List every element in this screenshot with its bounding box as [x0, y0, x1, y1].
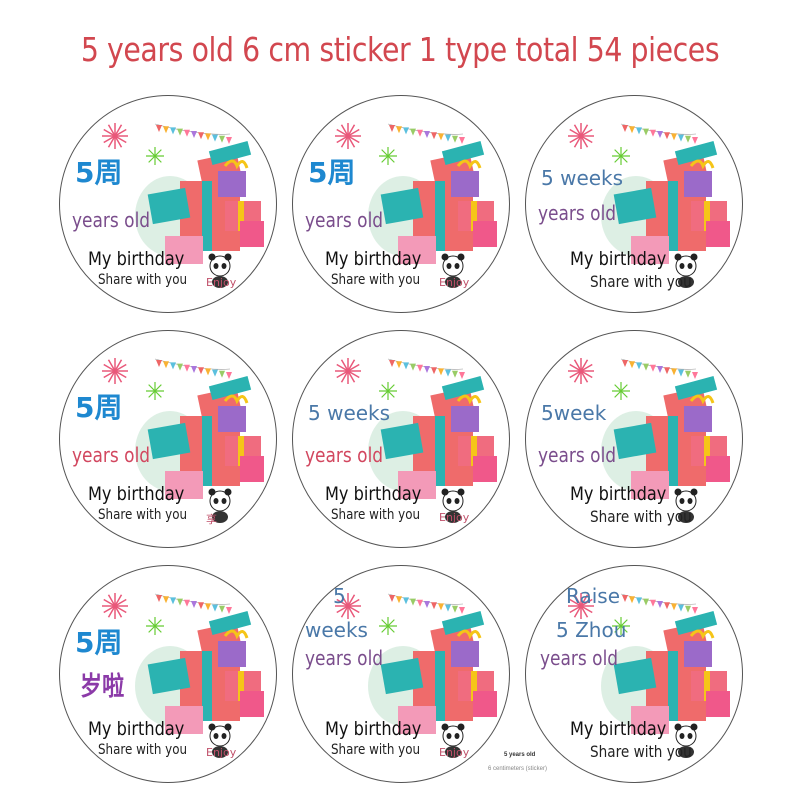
sticker-top-text: 5 weeks [541, 166, 624, 190]
sticker-share-text: Share with you [98, 272, 188, 288]
sticker-share-text: Share with you [590, 742, 692, 761]
sticker-birthday-text: My birthday [88, 483, 185, 505]
sticker-age-text: years old [72, 443, 151, 467]
party-illustration [568, 123, 730, 288]
sticker-top-text: 5周 [75, 391, 123, 424]
panda-icon [441, 723, 465, 758]
sticker-birthday-text: My birthday [88, 248, 185, 270]
sticker-age-text: years old [72, 208, 151, 232]
party-illustration [335, 358, 497, 523]
party-illustration [335, 593, 497, 758]
party-illustration [335, 123, 497, 288]
panda-icon [441, 253, 465, 288]
sticker-4: 5周 years old My birthday Share with you 享 [59, 330, 277, 548]
sticker-age-text: years old [305, 208, 384, 232]
sticker-birthday-text: My birthday [88, 718, 185, 740]
sticker-1: 5周 years old My birthday Share with you Enjo… [59, 95, 277, 313]
sticker-3: 5 weeks years old My birthday Share with yo… [525, 95, 743, 313]
sticker-share-text: Share with you [98, 742, 188, 758]
sticker-top-text: 5周 [75, 626, 123, 659]
sticker-share-text: Share with you [331, 507, 421, 523]
sticker-extra-text: Enjoy [206, 276, 237, 289]
sticker-7: 5周岁啦 My birthday Share with you Enjoy [59, 565, 277, 783]
sticker-top-text: 5周 [75, 156, 123, 189]
party-illustration [102, 593, 264, 758]
sticker-extra-text: Enjoy [439, 746, 470, 759]
sticker-8: 5 weeks years old My birthday Share with you… [292, 565, 510, 783]
sticker-9: Raise 5 Zhou years old My birthday Share wit… [525, 565, 743, 783]
sticker-top-text: 5week [541, 401, 607, 425]
sticker-birthday-text: My birthday [325, 718, 422, 740]
sticker-birthday-text: My birthday [325, 483, 422, 505]
party-illustration [102, 123, 264, 288]
footnote-type: 6 centimeters (sticker) [488, 766, 548, 772]
sticker-top2-text: 5 Zhou [556, 618, 627, 642]
page-title: 5 years old 6 cm sticker 1 type total 54… [80, 30, 720, 69]
sticker-6: 5week years old My birthday Share with you [525, 330, 743, 548]
sticker-extra-text: Enjoy [206, 746, 237, 759]
panda-icon [208, 723, 232, 758]
sticker-top-text: 5周 [308, 156, 356, 189]
sticker-birthday-text: My birthday [325, 248, 422, 270]
sticker-share-text: Share with you [98, 507, 188, 523]
sticker-extra-text: Enjoy [439, 276, 470, 289]
sticker-5: 5 weeks years old My birthday Share with yo… [292, 330, 510, 548]
sticker-birthday-text: My birthday [570, 718, 667, 740]
sticker-top2-text: weeks [305, 618, 368, 642]
sticker-age-text: 岁啦 [80, 672, 125, 702]
sticker-age-text: years old [538, 201, 617, 225]
sticker-birthday-text: My birthday [570, 248, 667, 270]
sticker-birthday-text: My birthday [570, 483, 667, 505]
sticker-top-text: 5 weeks [308, 401, 391, 425]
sticker-share-text: Share with you [331, 272, 421, 288]
party-illustration [568, 593, 730, 758]
panda-icon [674, 253, 698, 288]
party-illustration [102, 358, 264, 523]
panda-icon [674, 488, 698, 523]
sticker-age-text: years old [538, 443, 617, 467]
sticker-extra-text: 享 [206, 513, 217, 526]
sticker-share-text: Share with you [590, 272, 692, 291]
sticker-top-text: Raise [566, 584, 620, 608]
sticker-top-text: 5 [333, 584, 346, 608]
panda-icon [441, 488, 465, 523]
party-illustration [568, 358, 730, 523]
sticker-age-text: years old [540, 646, 619, 670]
sticker-age-text: years old [305, 443, 384, 467]
sticker-extra-text: Enjoy [439, 511, 470, 524]
sticker-age-text: years old [305, 646, 384, 670]
sticker-2: 5周 years old My birthday Share with you Enjo… [292, 95, 510, 313]
sticker-share-text: Share with you [331, 742, 421, 758]
panda-icon [674, 723, 698, 758]
panda-icon [208, 253, 232, 288]
footnote-size: 5 years old [504, 752, 536, 758]
panda-icon [208, 488, 232, 523]
sticker-share-text: Share with you [590, 507, 692, 526]
